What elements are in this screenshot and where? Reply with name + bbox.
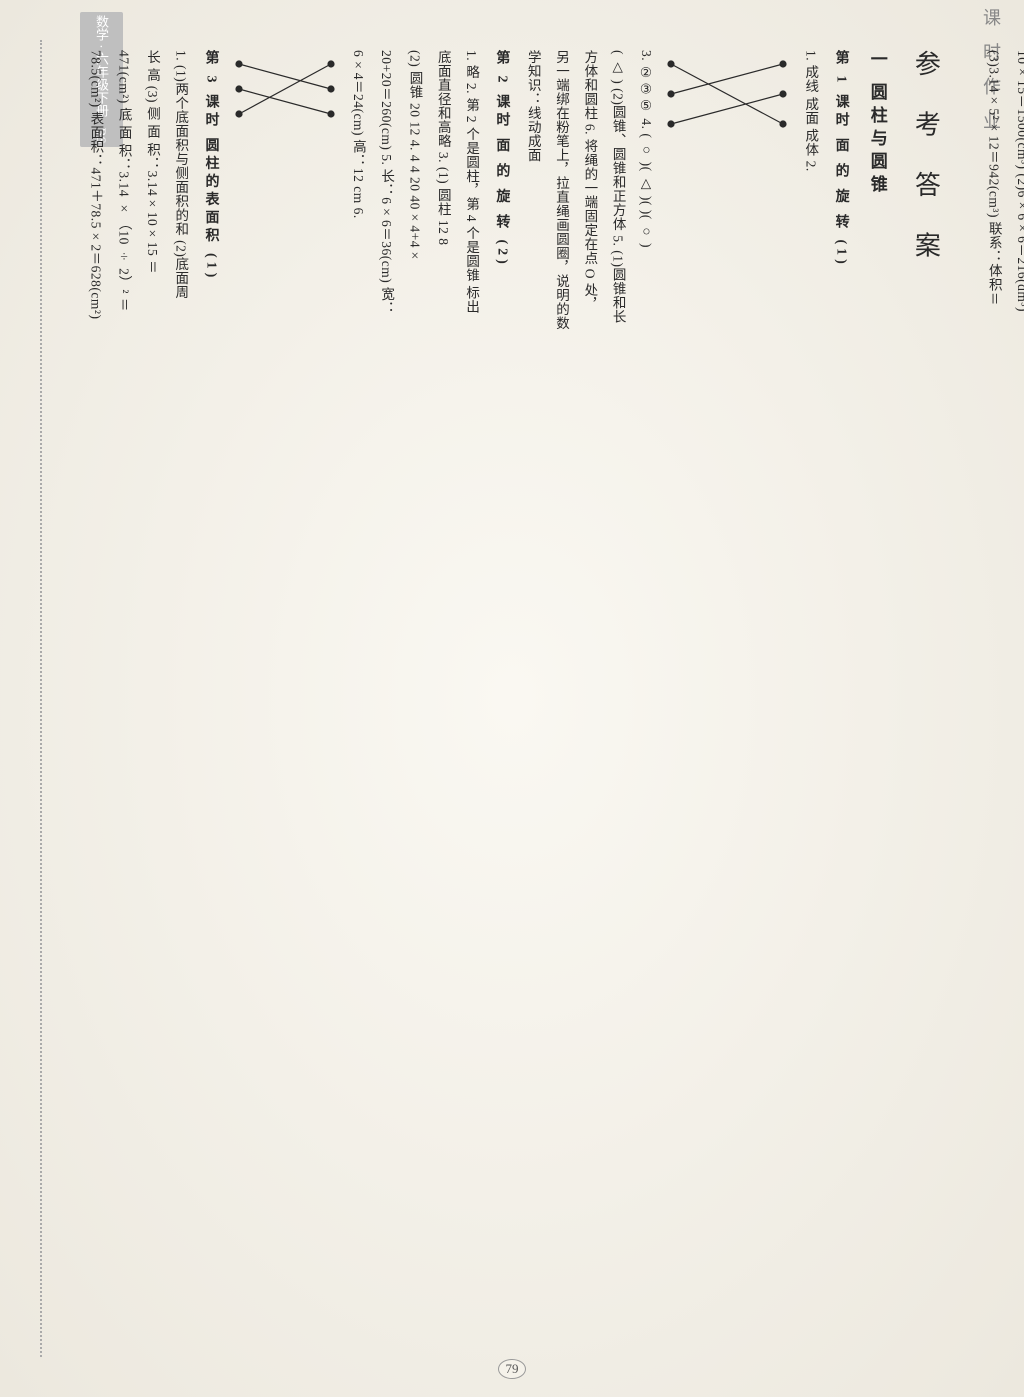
matching-diagram-2 xyxy=(231,54,341,133)
unit-title: 一 圆柱与圆锥 xyxy=(861,50,894,1347)
column-1: 参 考 答 案 一 圆柱与圆锥 第 1 课时 面 的 旋 转 (1) 1. 成线… xyxy=(80,50,956,1347)
lesson-3-title: 第 3 课时 圆柱的表面积 (1) xyxy=(197,50,224,1347)
c2-line: (3)3.14×5²×12＝942(cm³) 联系：体积＝ xyxy=(980,50,1006,1347)
c1-line: 1. 成线 成面 成体 2. xyxy=(797,50,823,1347)
matching-diagram-1 xyxy=(663,54,793,143)
c1-line: 方体和圆柱 6. 将绳的一端固定在点 O 处， xyxy=(576,50,602,1347)
c1-line: 78.5(cm²) 表面积：471＋78.5×2＝628(cm²) xyxy=(82,50,108,1347)
c1-line: 3. ②③⑤ 4. ( ○ )( △ )( )( ○ ) xyxy=(633,50,659,1347)
c1-line: 471(cm²) 底 面 积：3.14 ×（10 ÷ 2）² ＝ xyxy=(110,50,136,1347)
lesson-1-title: 第 1 课时 面 的 旋 转 (1) xyxy=(827,50,854,1347)
c1-line: 底面直径和高略 3. (1) 圆柱 12 8 xyxy=(429,50,455,1347)
column-2: 2. A 3. xyxy=(978,50,1024,1347)
c2-line: 10×15＝1500(cm³) (2)6×6×6＝216(dm³) xyxy=(1009,50,1024,1347)
dotted-margin xyxy=(40,40,42,1357)
page-number: 79 xyxy=(498,1359,526,1379)
c1-line: 长 高 (3) 侧 面 积：3.14×10×15 ＝ xyxy=(139,50,165,1347)
c1-line: 另一端绑在粉笔上，拉直绳画圆圈，说明的数 xyxy=(548,50,574,1347)
content-columns: 参 考 答 案 一 圆柱与圆锥 第 1 课时 面 的 旋 转 (1) 1. 成线… xyxy=(0,0,1024,1397)
c1-line: ( △ ) (2)圆锥、圆锥和正方体 5. (1)圆锥和长 xyxy=(604,50,630,1347)
c1-line: (2) 圆锥 20 12 4. 4 4 20 40×4+4× xyxy=(401,50,427,1347)
c1-line: 学知识：线动成面 xyxy=(519,50,545,1347)
c1-line: 20+20＝260(cm) 5. 长：6×6＝36(cm) 宽： xyxy=(373,50,399,1347)
c1-line: 1. (1)两个底面积与侧面积的和 (2)底面周 xyxy=(167,50,193,1347)
lesson-2-title: 第 2 课时 面 的 旋 转 (2) xyxy=(488,50,515,1347)
main-title: 参 考 答 案 xyxy=(900,50,951,1347)
c1-line: 6×4＝24(cm) 高：12 cm 6. xyxy=(345,50,371,1347)
page: 数学 · 六年级下册 · BS 课 时 作 业 参 考 答 案 一 圆柱与圆锥 … xyxy=(0,0,1024,1397)
c1-line: 1. 略 2. 第 2 个是圆柱，第 4 个是圆锥 标出 xyxy=(458,50,484,1347)
